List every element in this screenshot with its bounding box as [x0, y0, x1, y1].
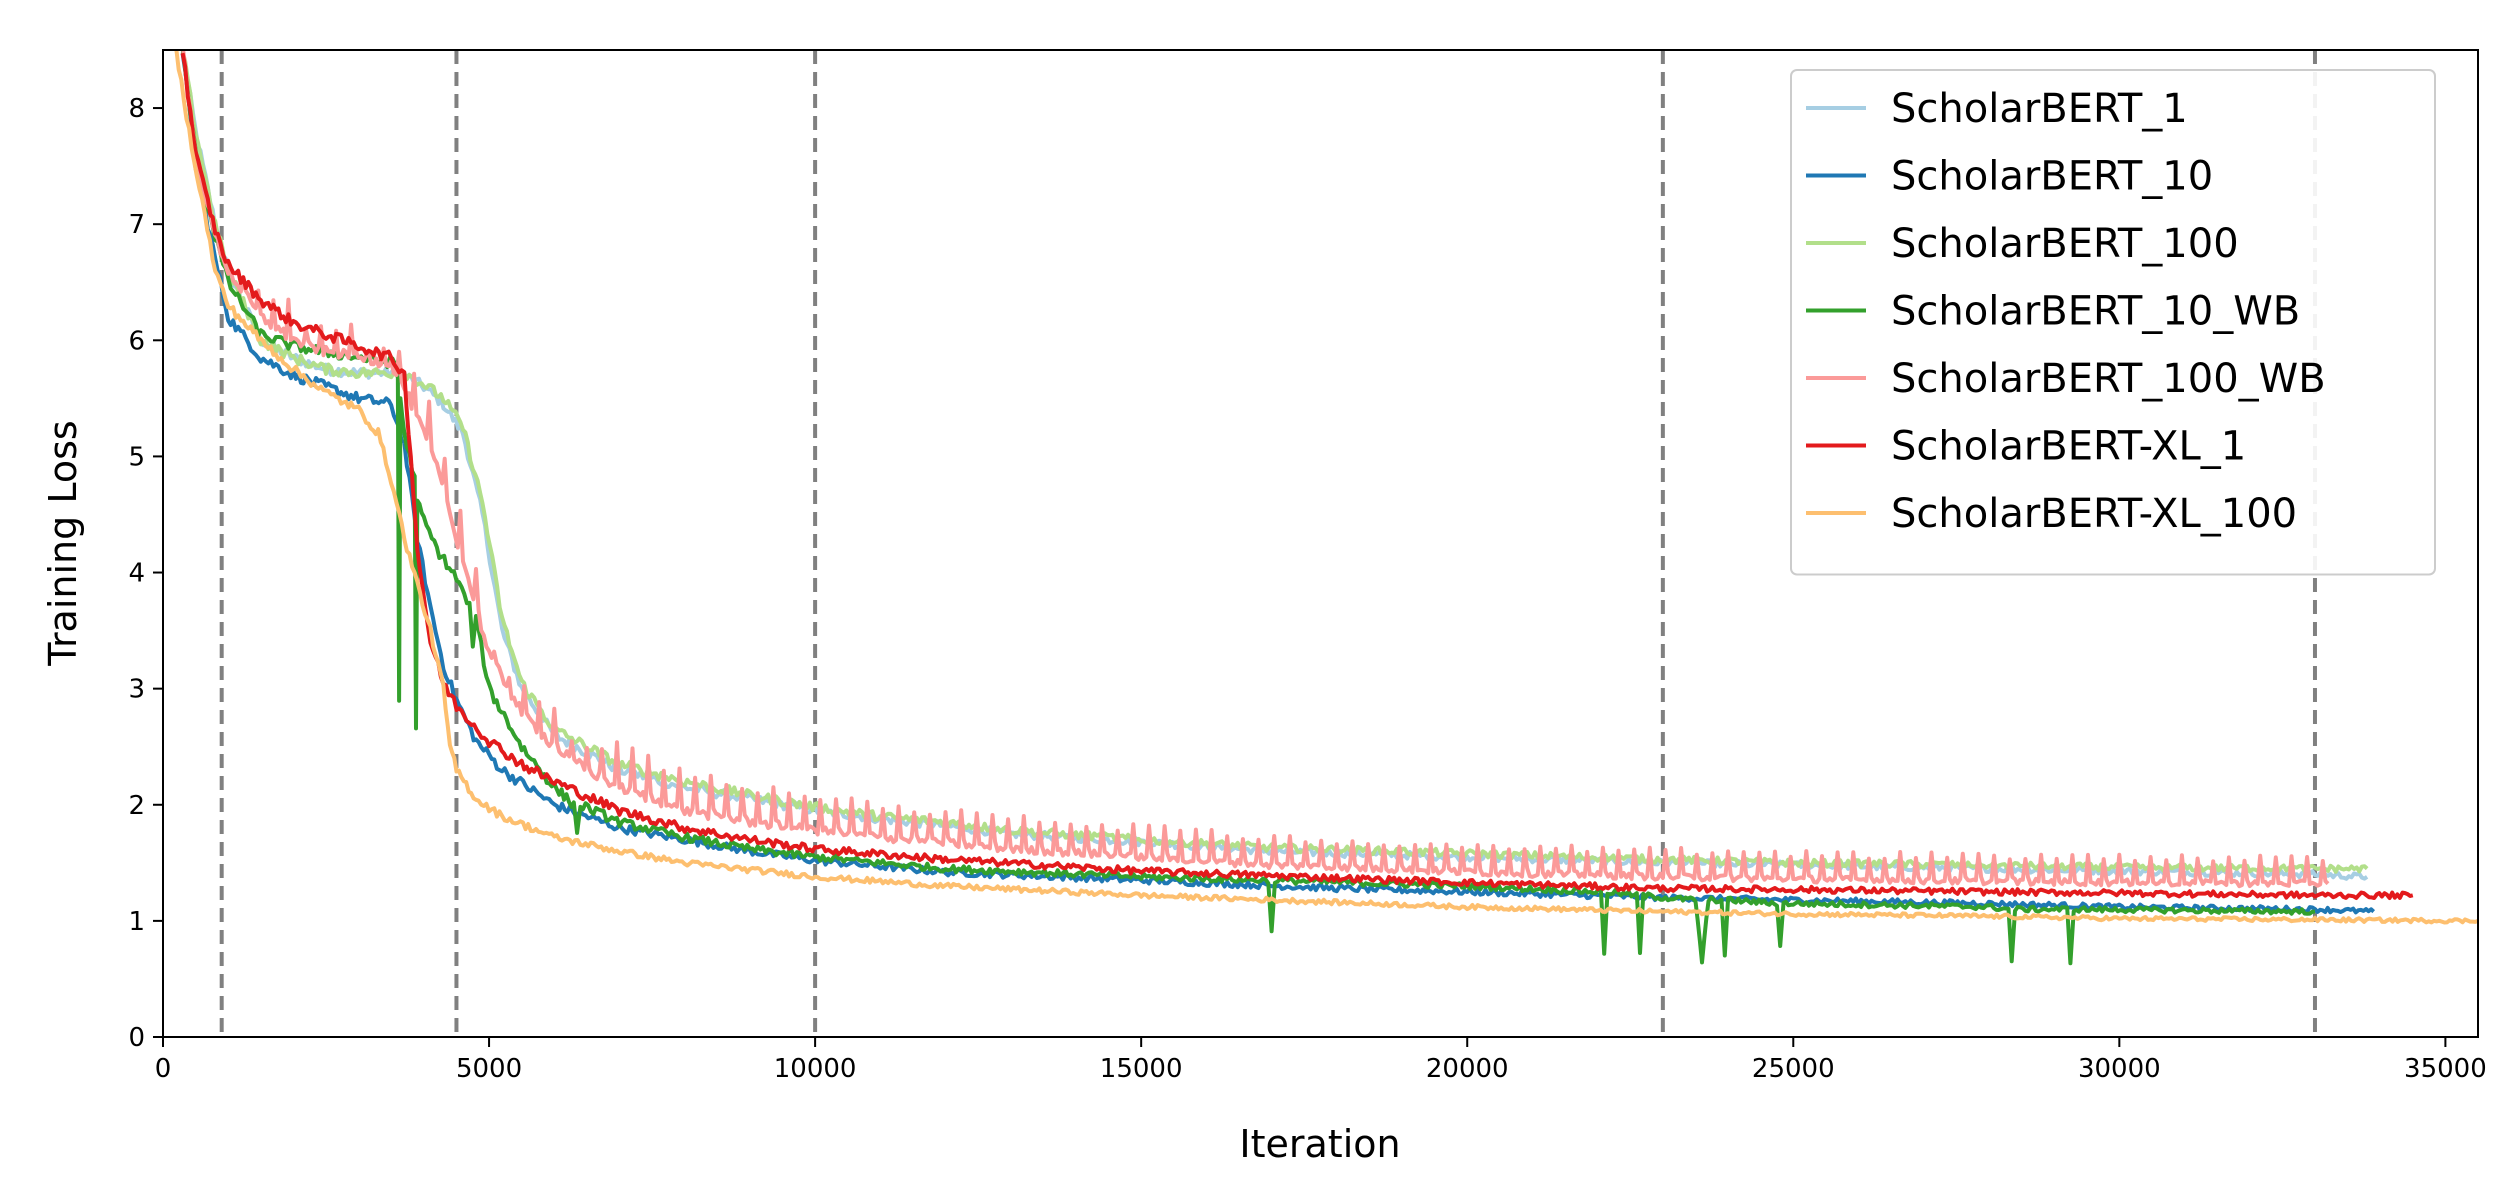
- series-line-6: [180, 52, 2414, 900]
- x-tick-label: 10000: [774, 1054, 857, 1084]
- x-tick-label: 35000: [2404, 1054, 2487, 1084]
- legend: ScholarBERT_1 ScholarBERT_10 ScholarBERT_1…: [1790, 69, 2436, 576]
- series-line-3: [180, 51, 2369, 874]
- x-tick-label: 15000: [1100, 1054, 1183, 1084]
- legend-box: [1790, 69, 2436, 576]
- y-axis: 0 1 2 3 4 5 6 7 8: [128, 94, 163, 1053]
- series-line-7: [174, 50, 2478, 925]
- y-tick-label: 2: [128, 791, 145, 821]
- y-tick-label: 0: [128, 1023, 145, 1053]
- x-tick-label: 30000: [2078, 1054, 2161, 1084]
- legend-label: ScholarBERT_100_WB: [1891, 356, 2326, 402]
- legend-label: ScholarBERT-XL_100: [1891, 491, 2297, 537]
- x-tick-label: 20000: [1426, 1054, 1509, 1084]
- legend-label: ScholarBERT_10: [1891, 154, 2213, 200]
- y-tick-label: 4: [128, 559, 145, 589]
- legend-label: ScholarBERT_100: [1891, 221, 2239, 267]
- y-tick-label: 6: [128, 326, 145, 356]
- x-axis: 0 5000 10000 15000 20000 25000 30000 35000: [155, 1037, 2487, 1084]
- y-tick-label: 1: [128, 907, 145, 937]
- y-axis-label: Training Loss: [41, 420, 85, 666]
- y-tick-label: 3: [128, 675, 145, 705]
- legend-label: ScholarBERT_10_WB: [1891, 289, 2300, 335]
- x-tick-label: 0: [155, 1054, 172, 1084]
- x-axis-label: Iteration: [1239, 1122, 1400, 1166]
- legend-label: ScholarBERT-XL_1: [1891, 424, 2246, 470]
- series-line-5: [181, 50, 2330, 889]
- x-tick-label: 25000: [1752, 1054, 1835, 1084]
- series-layer: [174, 50, 2478, 966]
- y-tick-label: 8: [128, 94, 145, 124]
- y-tick-label: 5: [128, 442, 145, 472]
- plot-frame: [162, 49, 2479, 1038]
- legend-label: ScholarBERT_1: [1891, 86, 2188, 132]
- y-tick-label: 7: [128, 210, 145, 240]
- x-tick-label: 5000: [456, 1054, 522, 1084]
